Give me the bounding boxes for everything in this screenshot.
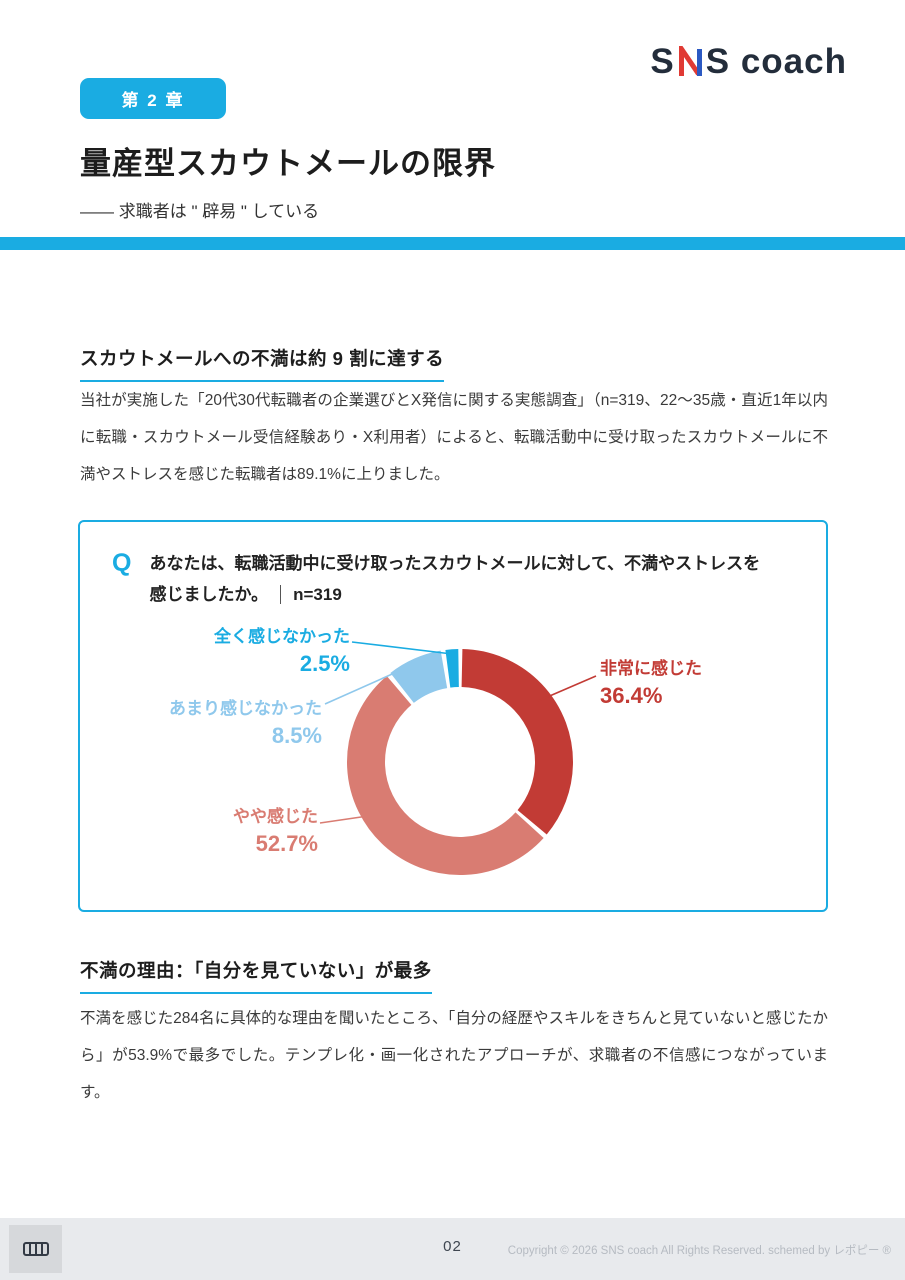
chart-label-somewhat-name: やや感じた bbox=[233, 807, 318, 826]
question-sentence: あなたは、転職活動中に受け取ったスカウトメールに対して、不満やストレスを感じまし… bbox=[149, 554, 761, 604]
donut-chart: 非常に感じた 36.4% やや感じた 52.7% あまり感じなかった 8.5% … bbox=[80, 622, 826, 908]
chart-label-none: 全く感じなかった 2.5% bbox=[180, 626, 350, 678]
section1-body: 当社が実施した「20代30代転職者の企業選びとX発信に関する実態調査」（n=31… bbox=[80, 392, 828, 483]
page-number: 02 bbox=[443, 1238, 462, 1255]
section1: スカウトメールへの不満は約 9 割に達する bbox=[80, 345, 445, 382]
chapter-badge: 第 2 章 bbox=[80, 78, 226, 119]
leader-line-very bbox=[537, 675, 597, 702]
page-title: 量産型スカウトメールの限界 bbox=[80, 146, 496, 181]
page-subtitle: ―― 求職者は " 辟易 " している bbox=[80, 202, 320, 221]
section2: 不満の理由：「自分を見ていない」が最多 bbox=[80, 957, 432, 994]
sns-coach-logo: S S coach bbox=[650, 42, 847, 82]
donut-segments bbox=[347, 648, 573, 876]
section1-heading: スカウトメールへの不満は約 9 割に達する bbox=[80, 345, 445, 382]
logo-text-right: S coach bbox=[705, 42, 847, 81]
section2-body: 不満を感じた284名に具体的な理由を聞いたところ、「自分の経歴やスキルをきちんと… bbox=[80, 1010, 828, 1101]
chart-label-very-name: 非常に感じた bbox=[600, 659, 702, 678]
question-text: あなたは、転職活動中に受け取ったスカウトメールに対して、不満やストレスを感じまし… bbox=[149, 549, 765, 610]
leader-line-little bbox=[324, 666, 409, 705]
question-row: Q あなたは、転職活動中に受け取ったスカウトメールに対して、不満やストレスを感じ… bbox=[80, 522, 826, 610]
chart-label-little: あまり感じなかった 8.5% bbox=[137, 698, 322, 750]
logo-text-left: S bbox=[650, 42, 675, 81]
survey-chart-card: Q あなたは、転職活動中に受け取ったスカウトメールに対して、不満やストレスを感じ… bbox=[78, 520, 828, 912]
sample-size-label: n=319 bbox=[280, 584, 342, 604]
footer-brand-icon bbox=[9, 1225, 62, 1273]
chart-label-very: 非常に感じた 36.4% bbox=[600, 658, 800, 710]
leader-line-somewhat bbox=[319, 815, 369, 824]
page-footer: 02 Copyright © 2026 SNS coach All Rights… bbox=[0, 1218, 905, 1280]
chart-label-none-percent: 2.5% bbox=[299, 651, 350, 677]
section2-heading: 不満の理由：「自分を見ていない」が最多 bbox=[80, 957, 432, 994]
copyright-text: Copyright © 2026 SNS coach All Rights Re… bbox=[507, 1245, 891, 1257]
chart-label-none-name: 全く感じなかった bbox=[214, 627, 350, 646]
leader-lines bbox=[319, 641, 597, 824]
chart-label-somewhat-percent: 52.7% bbox=[255, 831, 318, 857]
chart-label-very-percent: 36.4% bbox=[600, 683, 663, 709]
donut-chart-svg bbox=[319, 641, 597, 876]
leader-line-none bbox=[351, 641, 453, 655]
chart-label-somewhat: やや感じた 52.7% bbox=[158, 806, 318, 858]
logo-n-mark-icon bbox=[678, 46, 702, 76]
accent-divider-band bbox=[0, 237, 905, 250]
chart-label-little-name: あまり感じなかった bbox=[169, 699, 322, 718]
question-q-label: Q bbox=[112, 549, 132, 577]
book-icon bbox=[22, 1242, 49, 1256]
chart-label-little-percent: 8.5% bbox=[271, 723, 322, 749]
